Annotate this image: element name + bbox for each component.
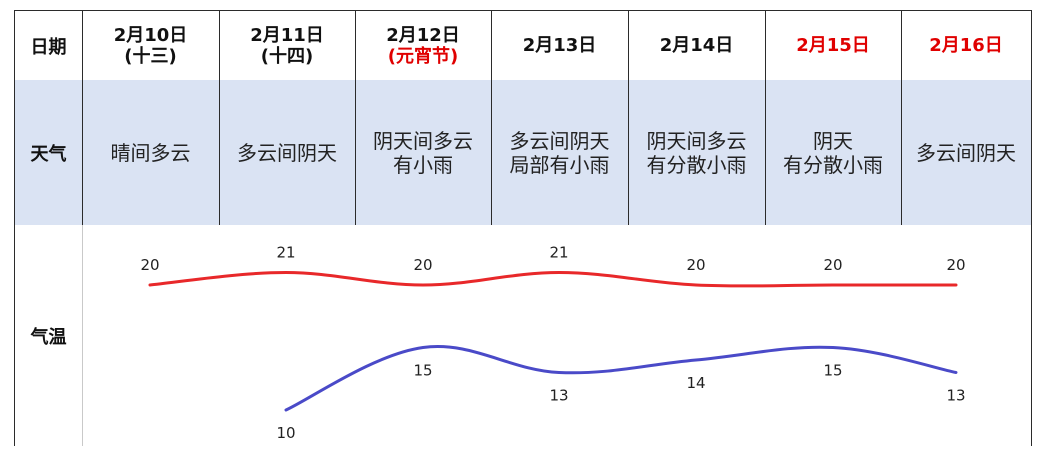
low-temperature-label: 13 bbox=[946, 387, 965, 405]
high-temperature-label: 20 bbox=[686, 256, 705, 274]
column-divider bbox=[82, 80, 83, 225]
column-divider bbox=[355, 80, 356, 225]
high-temperature-label: 20 bbox=[823, 256, 842, 274]
chart-layer: 20 21 20 21 20 20 20 10 15 13 14 15 13 bbox=[140, 244, 965, 443]
column-divider bbox=[491, 80, 492, 225]
high-temperature-label: 20 bbox=[413, 256, 432, 274]
date-cell-2: 2月12日 (元宵节) bbox=[355, 11, 491, 80]
date-row: 日期 2月10日 (十三) 2月11日 (十四) 2月12日 (元宵节) 2月13日 … bbox=[15, 11, 1031, 80]
low-temperature-line bbox=[284, 345, 958, 412]
lunar-date-text: (十三) bbox=[124, 45, 177, 67]
weather-description: 阴天 有分散小雨 bbox=[783, 128, 883, 177]
date-cell-3: 2月13日 bbox=[491, 11, 628, 80]
weekend-date-text: 2月15日 bbox=[796, 35, 870, 56]
low-temperature-label: 13 bbox=[549, 387, 568, 405]
date-cell-5: 2月15日 bbox=[765, 11, 901, 80]
date-text: 2月10日 bbox=[113, 24, 188, 46]
temperature-line-chart: 20 21 20 21 20 20 20 10 15 13 14 15 13 bbox=[140, 244, 965, 443]
weather-cell-6: 多云间阴天 bbox=[901, 80, 1031, 225]
weather-description: 晴间多云 bbox=[110, 140, 191, 165]
temperature-row: 气温 20 21 20 21 20 20 20 10 15 13 14 15 13 bbox=[15, 225, 1031, 446]
date-row-header: 日期 bbox=[15, 11, 82, 80]
date-text: 2月13日 bbox=[522, 35, 597, 56]
weather-cell-5: 阴天 有分散小雨 bbox=[765, 80, 901, 225]
holiday-name-text: (元宵节) bbox=[387, 45, 459, 67]
date-cell-1: 2月11日 (十四) bbox=[219, 11, 355, 80]
column-divider bbox=[219, 11, 220, 80]
weather-row: 天气 晴间多云 多云间阴天 阴天间多云 有小雨 多云间阴天 局部有小雨 阴天间多… bbox=[15, 80, 1031, 225]
weather-cell-4: 阴天间多云 有分散小雨 bbox=[628, 80, 765, 225]
date-cell-4: 2月14日 bbox=[628, 11, 765, 80]
date-cell-0: 2月10日 (十三) bbox=[82, 11, 219, 80]
low-temperature-label: 14 bbox=[686, 374, 705, 392]
column-divider bbox=[355, 11, 356, 80]
temperature-row-header: 气温 bbox=[15, 225, 82, 446]
column-divider bbox=[82, 225, 83, 446]
weather-description: 多云间阴天 bbox=[916, 140, 1016, 165]
column-divider bbox=[628, 80, 629, 225]
weather-cell-3: 多云间阴天 局部有小雨 bbox=[491, 80, 628, 225]
column-divider bbox=[628, 11, 629, 80]
date-text: 2月12日 bbox=[386, 24, 460, 46]
low-temperature-label: 15 bbox=[413, 362, 432, 380]
date-cell-6: 2月16日 bbox=[901, 11, 1031, 80]
weather-description: 阴天间多云 有分散小雨 bbox=[646, 128, 747, 177]
high-temperature-line bbox=[148, 270, 958, 288]
weekend-date-text: 2月16日 bbox=[929, 35, 1003, 56]
date-row-label: 日期 bbox=[30, 36, 67, 58]
weather-forecast-table: 日期 2月10日 (十三) 2月11日 (十四) 2月12日 (元宵节) 2月13日 … bbox=[14, 10, 1032, 446]
weather-description: 多云间阴天 bbox=[237, 140, 337, 165]
column-divider bbox=[901, 11, 902, 80]
column-divider bbox=[219, 80, 220, 225]
high-temperature-label: 21 bbox=[276, 244, 295, 262]
column-divider bbox=[82, 11, 83, 80]
date-text: 2月14日 bbox=[659, 35, 734, 56]
date-text: 2月11日 bbox=[250, 24, 324, 46]
low-temperature-label: 10 bbox=[276, 424, 295, 442]
temperature-row-label: 气温 bbox=[30, 326, 67, 348]
weather-cell-2: 阴天间多云 有小雨 bbox=[355, 80, 491, 225]
weather-cell-1: 多云间阴天 bbox=[219, 80, 355, 225]
low-temperature-label: 15 bbox=[823, 362, 842, 380]
weather-cell-0: 晴间多云 bbox=[82, 80, 219, 225]
high-temperature-label: 20 bbox=[946, 256, 965, 274]
column-divider bbox=[765, 80, 766, 225]
high-temperature-label: 20 bbox=[140, 256, 159, 274]
weather-row-header: 天气 bbox=[15, 80, 82, 225]
weather-row-label: 天气 bbox=[30, 143, 67, 165]
weather-description: 阴天间多云 有小雨 bbox=[373, 128, 473, 177]
high-temperature-label: 21 bbox=[549, 244, 568, 262]
column-divider bbox=[491, 11, 492, 80]
column-divider bbox=[901, 80, 902, 225]
lunar-date-text: (十四) bbox=[260, 45, 314, 67]
weather-description: 多云间阴天 局部有小雨 bbox=[509, 128, 610, 177]
column-divider bbox=[765, 11, 766, 80]
